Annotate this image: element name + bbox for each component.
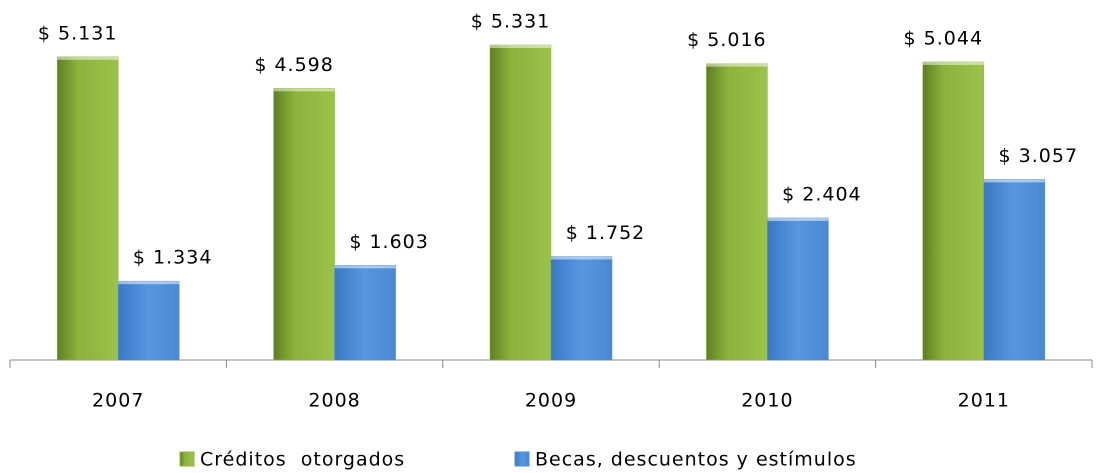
value-label: $ 5.131 (38, 22, 118, 44)
bar-cap (767, 217, 829, 221)
bar-cap (551, 256, 612, 260)
bar-cap (983, 179, 1045, 183)
bar (767, 217, 829, 361)
bar-cap (118, 281, 180, 285)
bar (273, 88, 335, 361)
legend-swatch (514, 451, 530, 467)
bar (706, 63, 768, 361)
bar (922, 61, 985, 361)
value-label: $ 5.331 (471, 11, 551, 33)
value-label: $ 5.016 (687, 29, 767, 51)
legend-label: Créditos otorgados (200, 449, 405, 471)
bar (550, 256, 613, 361)
x-tick-label: 2011 (958, 390, 1010, 412)
legend-swatch (179, 451, 195, 467)
value-label: $ 2.404 (782, 183, 862, 205)
bar (56, 56, 119, 361)
x-tick-label: 2008 (308, 390, 360, 412)
value-label: $ 1.603 (349, 231, 429, 253)
value-label: $ 4.598 (254, 54, 334, 76)
bar-cap (334, 265, 396, 269)
bar-cap (706, 63, 768, 67)
bar-cap (273, 88, 335, 92)
value-label: $ 1.334 (133, 247, 213, 269)
bar (489, 44, 552, 361)
bar (983, 179, 1046, 361)
legend-label: Becas, descuentos y estímulos (535, 449, 857, 471)
bar-cap (490, 45, 551, 48)
bar (334, 265, 396, 361)
bar-cap (57, 56, 119, 60)
value-label: $ 3.057 (999, 145, 1079, 167)
bar-cap (922, 61, 984, 65)
x-tick-label: 2009 (525, 390, 577, 412)
x-tick-label: 2010 (741, 390, 793, 412)
value-label: $ 5.044 (904, 27, 984, 49)
value-label: $ 1.752 (566, 222, 646, 244)
x-tick-label: 2007 (92, 390, 144, 412)
bar (117, 280, 180, 361)
